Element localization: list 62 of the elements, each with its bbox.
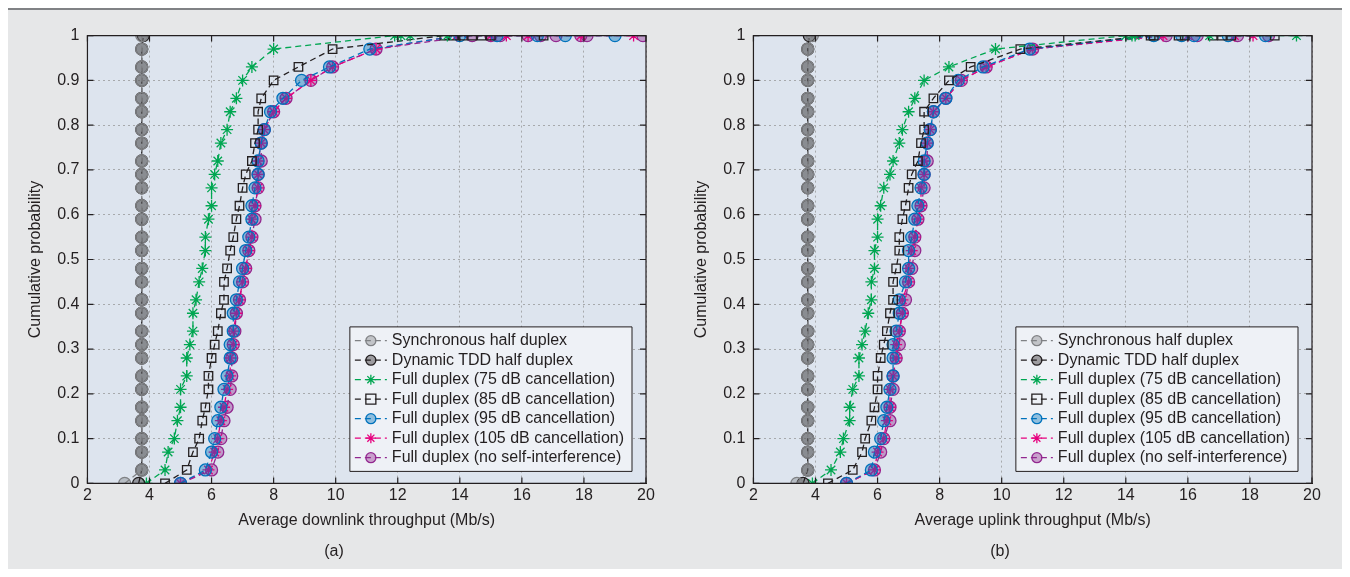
y-tick-label: 0.2 [723,384,746,402]
legend-label: Dynamic TDD half duplex [391,350,573,368]
legend-label: Full duplex (75 dB cancellation) [391,370,616,388]
legend-label: Full duplex (85 dB cancellation) [391,389,616,407]
y-tick-label: 0.2 [57,384,80,402]
y-tick-label: 0.6 [57,205,80,223]
x-tick-label: 18 [575,486,593,504]
y-tick-label: 1 [736,26,746,44]
x-axis-title: Average downlink throughput (Mb/s) [238,510,496,528]
legend-label: Synchronous half duplex [1057,331,1234,349]
y-axis-title: Cumulative probability [26,180,44,339]
y-tick-label: 0.6 [723,205,746,223]
y-axis-title: Cumulative probability [692,180,710,339]
legend-label: Full duplex (105 dB cancellation) [1057,428,1291,446]
x-tick-label: 16 [1178,486,1197,504]
legend-label: Full duplex (75 dB cancellation) [1057,370,1282,388]
x-tick-label: 10 [992,486,1011,504]
y-tick-label: 0.5 [723,249,746,267]
text: (a) [324,541,344,559]
legend-label: Full duplex (no self-interference) [1057,448,1288,466]
x-tick-label: 2 [748,486,758,504]
x-tick-label: 20 [637,486,655,504]
x-tick-label: 6 [873,486,883,504]
y-tick-label: 0.3 [723,339,746,357]
legend-label: Full duplex (95 dB cancellation) [391,409,616,427]
y-tick-label: 0.1 [723,429,746,447]
x-tick-label: 4 [811,486,821,504]
x-tick-label: 14 [1116,486,1135,504]
x-axis-title: Average uplink throughput (Mb/s) [914,510,1151,528]
x-tick-label: 4 [145,486,155,504]
x-tick-label: 2 [82,486,92,504]
legend-label: Synchronous half duplex [391,331,568,349]
x-tick-label: 16 [512,486,531,504]
y-tick-label: 0.5 [57,249,80,267]
x-tick-label: 10 [326,486,345,504]
y-tick-label: 1 [70,26,80,44]
y-tick-label: 0 [736,473,746,491]
y-tick-label: 0.9 [723,70,746,88]
y-tick-label: 0.9 [57,70,80,88]
x-tick-label: 20 [1303,486,1321,504]
legend-label: Full duplex (no self-interference) [391,448,622,466]
legend-label: Full duplex (85 dB cancellation) [1057,389,1282,407]
y-tick-label: 0.7 [57,160,80,178]
y-tick-label: 0.4 [723,294,746,312]
x-tick-label: 14 [450,486,469,504]
y-tick-label: 0 [70,473,80,491]
x-tick-label: 8 [269,486,279,504]
legend-label: Full duplex (105 dB cancellation) [391,428,625,446]
y-tick-label: 0.3 [57,339,80,357]
x-tick-label: 6 [207,486,217,504]
x-tick-label: 8 [935,486,945,504]
y-tick-label: 0.1 [57,429,80,447]
legend-label: Full duplex (95 dB cancellation) [1057,409,1282,427]
y-tick-label: 0.4 [57,294,80,312]
text: (b) [990,541,1010,559]
x-tick-label: 12 [1054,486,1073,504]
y-tick-label: 0.7 [723,160,746,178]
legend-label: Dynamic TDD half duplex [1057,350,1239,368]
x-tick-label: 12 [388,486,407,504]
x-tick-label: 18 [1241,486,1259,504]
y-tick-label: 0.8 [723,115,746,133]
y-tick-label: 0.8 [57,115,80,133]
